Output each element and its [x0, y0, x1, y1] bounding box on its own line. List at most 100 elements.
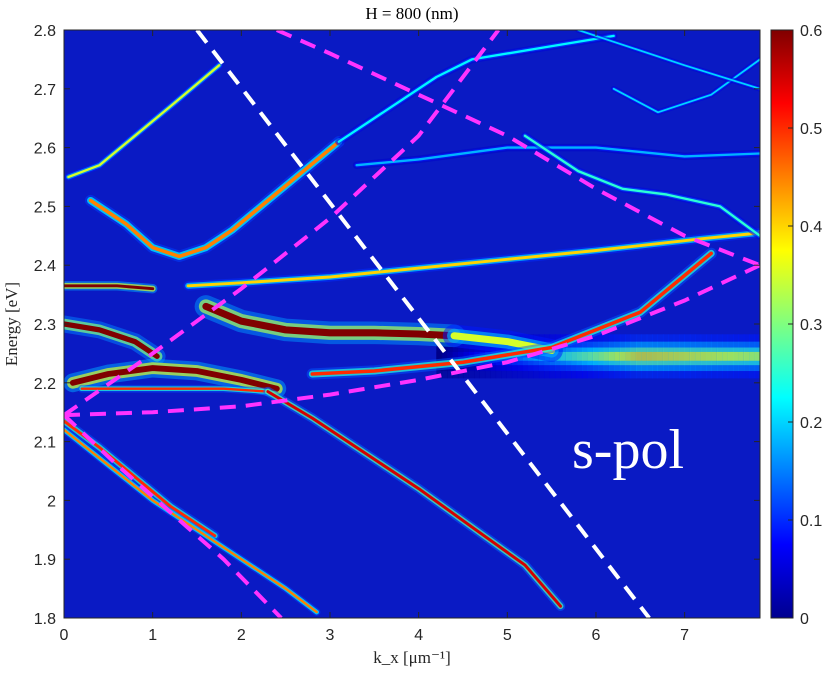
y-tick-label: 2: [47, 493, 56, 510]
y-tick-label: 2.1: [34, 435, 56, 452]
glow-cell: [447, 351, 454, 361]
glow-cell: [679, 351, 685, 361]
glow-cell: [571, 351, 578, 361]
band-lower-arc-line: [77, 384, 272, 396]
x-tick-label: 7: [680, 627, 689, 644]
glow-cell: [668, 351, 675, 361]
band-upper-lower-branch: [64, 61, 223, 181]
plot-area: s-pol: [63, 29, 761, 619]
band-stroke: [88, 139, 341, 259]
colorbar-tick-label: 0.2: [800, 415, 822, 432]
glow-cell: [635, 351, 642, 361]
x-tick-label: 4: [414, 627, 423, 644]
colorbar-tick-label: 0.3: [800, 317, 822, 334]
x-tick-label: 3: [326, 627, 335, 644]
dashed-line-3: [275, 30, 760, 268]
band-stroke: [310, 251, 713, 376]
dashed-line-1: [64, 30, 500, 417]
glow-cell: [603, 351, 610, 361]
glow-cell: [727, 351, 734, 361]
glow-cell: [592, 351, 599, 361]
y-tick-label: 2.4: [34, 258, 56, 275]
band-band-2.30: [64, 315, 166, 365]
colorbar-tick-label: 0: [800, 611, 809, 628]
x-tick-label: 5: [503, 627, 512, 644]
glow-cell: [733, 351, 739, 361]
band-stroke: [67, 64, 221, 179]
glow-cell: [722, 351, 729, 361]
glow-cell: [700, 351, 707, 361]
band-stroke: [523, 134, 760, 237]
y-tick-label: 2.8: [34, 23, 56, 40]
plot-title: H = 800 (nm): [365, 4, 458, 23]
glow-cell: [436, 351, 443, 361]
glow-cell: [646, 351, 653, 361]
band-stroke: [202, 302, 458, 340]
glow-cell: [630, 351, 637, 361]
y-tick-label: 1.9: [34, 552, 56, 569]
y-tick-label: 2.3: [34, 317, 56, 334]
glow-cell: [560, 351, 567, 361]
glow-cell: [716, 351, 723, 361]
band-stroke: [64, 284, 155, 291]
y-tick-label: 1.8: [34, 611, 56, 628]
polarization-annotation: s-pol: [572, 419, 684, 481]
colorbar-tick-label: 0.1: [800, 513, 822, 530]
glow-cell: [587, 351, 594, 361]
colorbar-tick-label: 0.6: [800, 23, 822, 40]
glow-cell: [625, 351, 632, 361]
colorbar-tick-label: 0.5: [800, 121, 822, 138]
glow-cell: [565, 351, 572, 361]
x-axis-title: k_x [μm⁻¹]: [373, 648, 450, 667]
y-axis: 1.8 1.9 2 2.1 2.2 2.3 2.4 2.5 2.6 2.7 2.8: [34, 23, 760, 628]
glow-cell: [457, 351, 464, 361]
band-upper-right-band-2: [352, 143, 760, 169]
y-tick-label: 2.5: [34, 199, 56, 216]
glow-cell: [576, 351, 583, 361]
glow-cell: [614, 351, 621, 361]
glow-cell: [582, 351, 588, 361]
glow-cell: [662, 351, 669, 361]
x-tick-label: 1: [148, 627, 157, 644]
glow-cell: [684, 351, 691, 361]
glow-cell: [743, 351, 750, 361]
glow-cell: [738, 351, 745, 361]
glow-cell: [657, 351, 664, 361]
band-stroke: [64, 321, 160, 359]
band-lower-rising-band: [306, 247, 717, 380]
band-stroke: [69, 365, 280, 392]
band-stroke: [355, 146, 760, 167]
dashed-line-0: [195, 30, 651, 618]
glow-cell: [706, 351, 712, 361]
band-lower-arc-top: [64, 358, 287, 399]
band-upper-right-band-3: [521, 132, 760, 240]
band-descending-left-lower: [64, 426, 321, 616]
band-middle-polariton: [194, 295, 466, 348]
x-axis: 0 1 2 3 4 5 6 7: [60, 30, 689, 644]
band-stroke: [337, 34, 615, 143]
glow-cell: [441, 351, 448, 361]
glow-cell: [608, 351, 615, 361]
band-stroke: [80, 387, 270, 393]
glow-cell: [711, 351, 718, 361]
y-tick-label: 2.2: [34, 376, 56, 393]
glow-cell: [641, 351, 648, 361]
dashed-line-2: [64, 263, 760, 418]
band-cross-band: [183, 228, 760, 291]
colorbar-tick-label: 0.4: [800, 219, 822, 236]
glow-cell: [673, 351, 680, 361]
glow-cell: [749, 351, 756, 361]
x-tick-label: 2: [237, 627, 246, 644]
y-axis-title: Energy [eV]: [2, 282, 21, 366]
glow-cell: [695, 351, 702, 361]
x-tick-label: 0: [60, 627, 69, 644]
band-stroke: [612, 58, 760, 114]
band-band-2.365: [64, 281, 158, 294]
glow-cell: [598, 351, 605, 361]
glow-cell: [652, 351, 659, 361]
glow-cell: [754, 351, 760, 361]
band-stroke: [64, 428, 318, 614]
glow-cell: [689, 351, 696, 361]
colorbar: 0 0.1 0.2 0.3 0.4 0.5 0.6: [770, 23, 822, 628]
